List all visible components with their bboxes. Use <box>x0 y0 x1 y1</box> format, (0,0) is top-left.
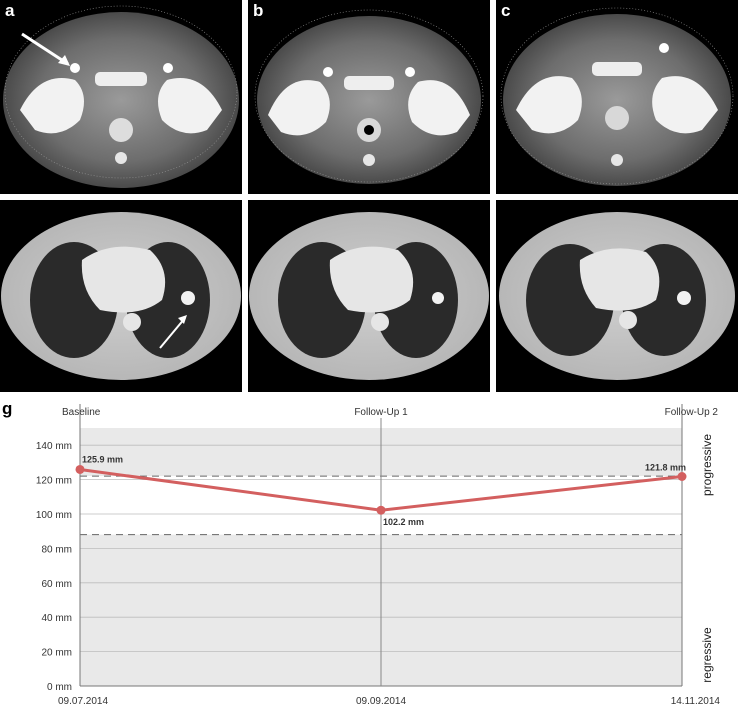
regressive-zone <box>80 534 682 686</box>
panel-label-b: b <box>253 1 263 20</box>
y-tick-label: 100 mm <box>36 510 72 521</box>
panel-label-f: f <box>501 201 507 220</box>
zone-label-progressive: progressive <box>700 434 714 496</box>
data-value-label: 121.8 mm <box>645 463 686 473</box>
y-tick-label: 120 mm <box>36 476 72 487</box>
ct-panel-e <box>248 200 490 392</box>
y-tick-label: 20 mm <box>41 648 72 659</box>
ct-panel-d <box>0 200 242 392</box>
ct-panel-c <box>496 0 738 194</box>
panel-label-e: e <box>253 201 262 220</box>
panel-label-a: a <box>5 1 15 20</box>
data-value-label: 125.9 mm <box>82 454 123 464</box>
ct-image-panels: a b c d e f <box>0 0 738 392</box>
y-tick-label: 140 mm <box>36 441 72 452</box>
stable-zone <box>80 476 682 535</box>
x-date-label: 09.07.2014 <box>58 696 108 707</box>
data-point <box>75 464 85 474</box>
data-point <box>677 472 687 482</box>
x-date-label: 14.11.2014 <box>671 696 721 707</box>
plot-area: 0 mm 20 mm 40 mm 60 mm 80 mm 100 mm 120 mm 140 … <box>36 404 721 707</box>
x-category-label: Baseline <box>62 407 101 418</box>
x-date-label: 09.09.2014 <box>356 696 406 707</box>
y-tick-label: 80 mm <box>41 544 72 555</box>
ct-panel-f <box>496 200 738 392</box>
y-tick-label: 40 mm <box>41 613 72 624</box>
y-tick-label: 60 mm <box>41 579 72 590</box>
x-category-label: Follow-Up 1 <box>354 407 408 418</box>
ct-panel-b <box>248 0 490 194</box>
tumor-size-line <box>79 467 683 512</box>
data-value-label: 102.2 mm <box>383 517 424 527</box>
data-point <box>376 505 386 515</box>
panel-label-c: c <box>501 1 510 20</box>
panel-label-d: d <box>5 201 15 220</box>
ct-panel-a <box>0 0 242 194</box>
y-tick-label: 0 mm <box>47 682 72 693</box>
progressive-zone <box>80 428 682 477</box>
x-category-label: Follow-Up 2 <box>665 407 719 418</box>
panel-label-g: g <box>2 399 12 418</box>
zone-label-regressive: regressive <box>700 627 714 683</box>
